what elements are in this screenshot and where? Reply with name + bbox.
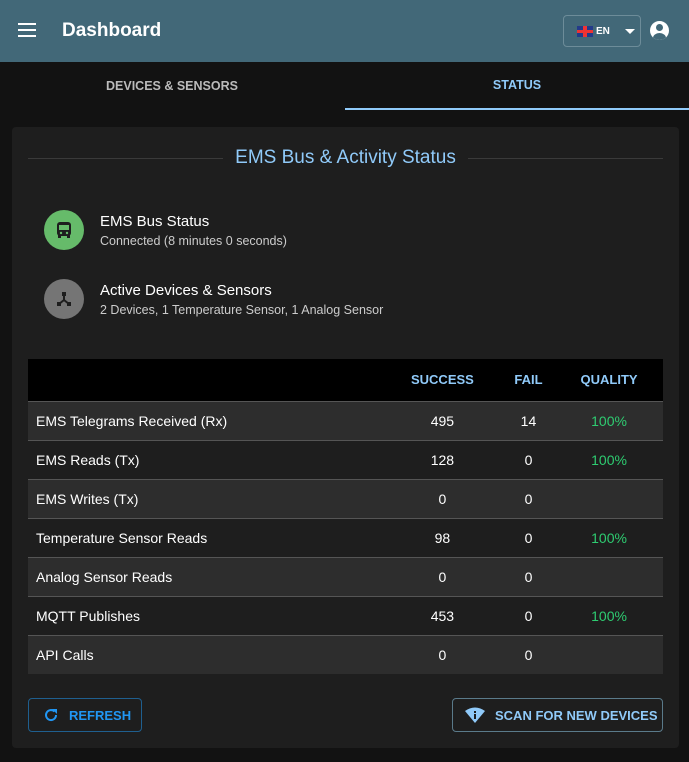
language-label: EN xyxy=(596,25,610,37)
status-title: EMS Bus Status xyxy=(100,212,210,230)
col-header: SUCCESS xyxy=(383,359,502,401)
quality: 100% xyxy=(555,517,663,557)
page-title: Dashboard xyxy=(62,20,162,41)
fail-count: 0 xyxy=(501,556,556,596)
row-label: API Calls xyxy=(28,634,383,674)
ems-bus-status: EMS Bus Status Connected (8 minutes 0 sec… xyxy=(44,210,287,250)
scan-button[interactable]: SCAN FOR NEW DEVICES xyxy=(452,698,663,732)
col-header: QUALITY xyxy=(555,359,663,401)
refresh-button[interactable]: REFRESH xyxy=(28,698,142,732)
chevron-down-icon xyxy=(624,28,635,34)
quality: 100% xyxy=(555,439,663,479)
tab-devices-sensors[interactable]: DEVICES & SENSORS xyxy=(106,79,238,93)
table-row: Analog Sensor Reads 0 0 xyxy=(28,556,663,596)
quality xyxy=(555,478,663,518)
table-row: EMS Telegrams Received (Rx) 495 14 100% xyxy=(28,400,663,440)
table-row: EMS Writes (Tx) 0 0 xyxy=(28,478,663,518)
device-hub-icon xyxy=(44,279,84,319)
row-label: Analog Sensor Reads xyxy=(28,556,383,596)
success-count: 0 xyxy=(383,634,502,674)
scan-label: SCAN FOR NEW DEVICES xyxy=(495,707,658,723)
refresh-label: REFRESH xyxy=(69,707,132,723)
status-subtitle: Connected (8 minutes 0 seconds) xyxy=(100,233,287,248)
account-icon[interactable] xyxy=(650,21,669,40)
success-count: 495 xyxy=(383,400,502,440)
stats-table: SUCCESS FAIL QUALITY EMS Telegrams Recei… xyxy=(28,359,663,674)
fail-count: 0 xyxy=(501,517,556,557)
active-devices: Active Devices & Sensors 2 Devices, 1 Tem… xyxy=(44,279,383,319)
wifi-info-icon xyxy=(465,707,485,723)
quality: 100% xyxy=(555,595,663,635)
refresh-icon xyxy=(45,709,58,722)
row-label: EMS Writes (Tx) xyxy=(28,478,383,518)
status-subtitle: 2 Devices, 1 Temperature Sensor, 1 Analo… xyxy=(100,302,384,317)
success-count: 0 xyxy=(383,556,502,596)
fail-count: 0 xyxy=(501,634,556,674)
success-count: 128 xyxy=(383,439,502,479)
quality: 100% xyxy=(555,400,663,440)
success-count: 453 xyxy=(383,595,502,635)
fail-count: 0 xyxy=(501,439,556,479)
quality xyxy=(555,634,663,674)
success-count: 0 xyxy=(383,478,502,518)
row-label: Temperature Sensor Reads xyxy=(28,517,383,557)
row-label: EMS Reads (Tx) xyxy=(28,439,383,479)
section-header: EMS Bus & Activity Status xyxy=(28,147,664,169)
section-title: EMS Bus & Activity Status xyxy=(235,147,456,168)
bus-icon xyxy=(44,210,84,250)
language-select[interactable]: EN xyxy=(563,15,641,47)
fail-count: 0 xyxy=(501,478,556,518)
col-header: FAIL xyxy=(501,359,556,401)
row-label: EMS Telegrams Received (Rx) xyxy=(28,400,383,440)
col-header xyxy=(28,359,383,401)
status-title: Active Devices & Sensors xyxy=(100,281,272,299)
app-bar: Dashboard EN xyxy=(0,0,689,62)
status-card: EMS Bus & Activity Status EMS Bus Status… xyxy=(12,127,679,748)
table-row: MQTT Publishes 453 0 100% xyxy=(28,595,663,635)
fail-count: 14 xyxy=(501,400,556,440)
menu-icon[interactable] xyxy=(18,23,36,37)
table-row: EMS Reads (Tx) 128 0 100% xyxy=(28,439,663,479)
success-count: 98 xyxy=(383,517,502,557)
tabs: DEVICES & SENSORS STATUS xyxy=(0,62,689,110)
fail-count: 0 xyxy=(501,595,556,635)
table-row: API Calls 0 0 xyxy=(28,634,663,674)
tab-status[interactable]: STATUS xyxy=(345,62,689,110)
quality xyxy=(555,556,663,596)
row-label: MQTT Publishes xyxy=(28,595,383,635)
table-row: Temperature Sensor Reads 98 0 100% xyxy=(28,517,663,557)
uk-flag-icon xyxy=(577,25,593,37)
